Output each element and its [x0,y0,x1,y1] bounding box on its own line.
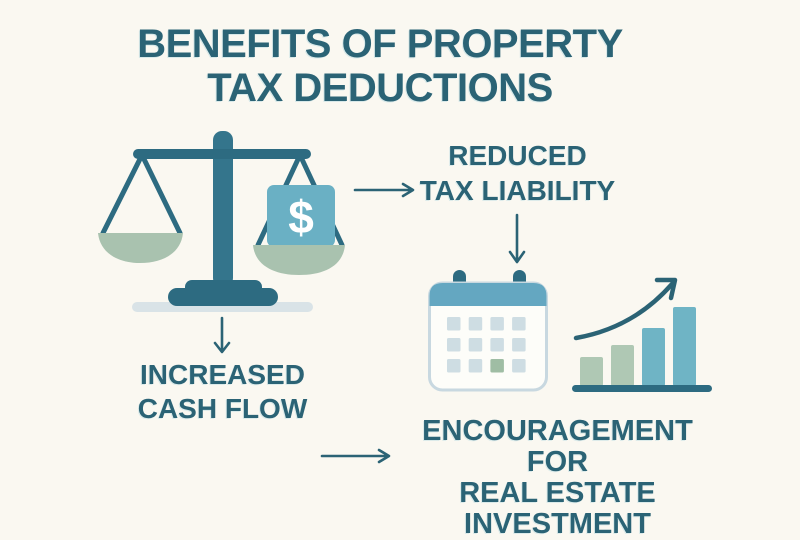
encouragement-line-1: ENCOURAGEMENT FOR [422,415,693,478]
calendar-cell-highlighted [490,359,504,373]
arrow-down-to-calendar [508,213,526,264]
dollar-tag [267,185,335,247]
benefit-real-estate-encouragement: ENCOURAGEMENT FOR REAL ESTATE INVESTMENT [395,416,720,540]
growth-arrow-curve [573,281,675,341]
reduced-line-1: REDUCED [448,140,587,171]
growth-bar-3 [642,328,665,386]
calendar-cell [490,338,504,352]
calendar-header [429,283,547,306]
increased-line-1: INCREASED [140,359,305,390]
calendar-cell [512,338,526,352]
page-title: BENEFITS OF PROPERTY TAX DEDUCTIONS [0,22,760,110]
calendar-cell [490,317,504,331]
growth-chart-icon [572,277,712,392]
calendar-cell [447,317,461,331]
growth-arrow-head [654,277,678,301]
calendar-cell [512,317,526,331]
increased-line-2: CASH FLOW [137,393,308,424]
growth-bar-1 [580,357,603,386]
dollar-sign: $ [288,191,314,243]
scale-pillar [213,131,233,287]
balance-scale-icon: $ [98,131,345,312]
arrow-right-to-encouragement [320,448,391,464]
growth-bars [580,307,696,386]
encouragement-line-2: REAL ESTATE [459,477,656,509]
encouragement-line-3: INVESTMENT [464,508,651,540]
scale-base-lower [168,288,278,306]
calendar-cell [512,359,526,373]
reduced-line-2: TAX LIABILITY [419,175,616,206]
calendar-cell [447,338,461,352]
calendar-cell [468,359,483,373]
calendar-icon [428,270,548,392]
calendar-cell [468,338,483,352]
chart-baseline [572,385,712,392]
arrow-right-to-reduced-tax [353,182,415,198]
benefit-reduced-tax-liability: REDUCED TAX LIABILITY [405,138,630,208]
scale-beam [133,149,311,159]
benefit-increased-cash-flow: INCREASED CASH FLOW [95,358,350,426]
calendar-grid [447,317,526,373]
growth-bar-4 [673,307,696,386]
calendar-cell [447,359,461,373]
title-line-2: TAX DEDUCTIONS [207,66,553,110]
growth-bar-2 [611,345,634,386]
arrow-down-to-increased-cash-flow [213,316,231,354]
scale-left-strings [100,152,183,236]
scale-left-pan [98,233,183,263]
title-line-1: BENEFITS OF PROPERTY [137,22,623,66]
calendar-cell [468,317,483,331]
scale-right-pan [253,245,345,275]
